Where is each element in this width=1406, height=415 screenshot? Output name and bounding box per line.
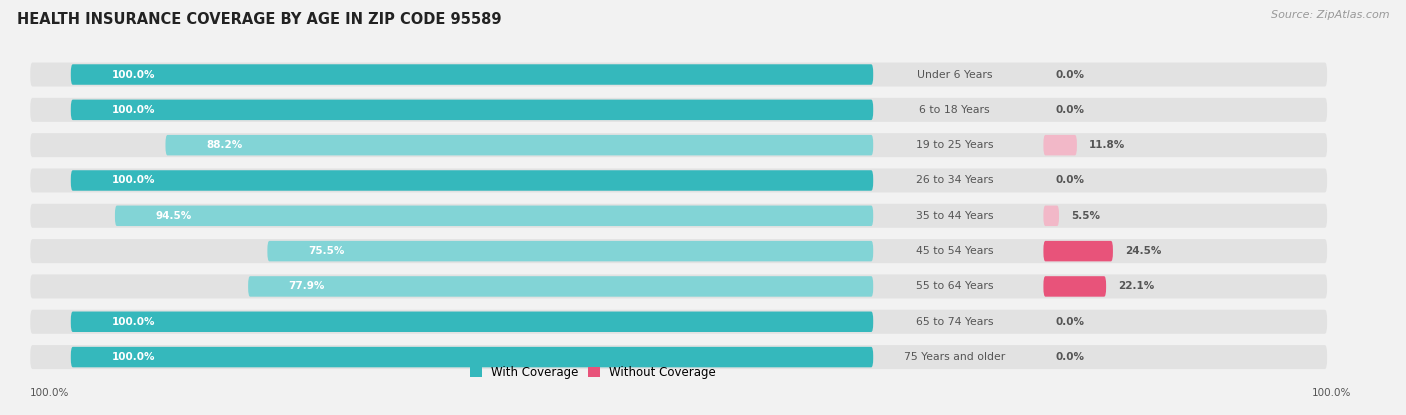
Text: 75 Years and older: 75 Years and older [904, 352, 1005, 362]
FancyBboxPatch shape [31, 204, 1327, 228]
FancyBboxPatch shape [31, 98, 1327, 122]
Text: 94.5%: 94.5% [156, 211, 191, 221]
Legend: With Coverage, Without Coverage: With Coverage, Without Coverage [470, 366, 716, 379]
FancyBboxPatch shape [70, 170, 873, 191]
Text: 0.0%: 0.0% [1056, 176, 1084, 186]
FancyBboxPatch shape [31, 63, 1327, 87]
Text: 19 to 25 Years: 19 to 25 Years [915, 140, 993, 150]
Text: 11.8%: 11.8% [1090, 140, 1125, 150]
FancyBboxPatch shape [31, 345, 1327, 369]
FancyBboxPatch shape [70, 64, 873, 85]
Text: 100.0%: 100.0% [111, 70, 155, 80]
FancyBboxPatch shape [115, 205, 873, 226]
FancyBboxPatch shape [31, 239, 1327, 263]
Text: 65 to 74 Years: 65 to 74 Years [915, 317, 993, 327]
Text: 35 to 44 Years: 35 to 44 Years [915, 211, 993, 221]
Text: 100.0%: 100.0% [111, 317, 155, 327]
FancyBboxPatch shape [247, 276, 873, 297]
FancyBboxPatch shape [70, 347, 873, 367]
Text: 0.0%: 0.0% [1056, 317, 1084, 327]
Text: 88.2%: 88.2% [207, 140, 242, 150]
Text: 6 to 18 Years: 6 to 18 Years [920, 105, 990, 115]
Text: 100.0%: 100.0% [31, 388, 70, 398]
Text: 26 to 34 Years: 26 to 34 Years [915, 176, 993, 186]
Text: 77.9%: 77.9% [288, 281, 325, 291]
FancyBboxPatch shape [1043, 135, 1077, 155]
Text: 100.0%: 100.0% [111, 352, 155, 362]
FancyBboxPatch shape [267, 241, 873, 261]
Text: 100.0%: 100.0% [1312, 388, 1351, 398]
Text: 100.0%: 100.0% [111, 176, 155, 186]
FancyBboxPatch shape [1043, 205, 1059, 226]
Text: HEALTH INSURANCE COVERAGE BY AGE IN ZIP CODE 95589: HEALTH INSURANCE COVERAGE BY AGE IN ZIP … [17, 12, 502, 27]
Text: 100.0%: 100.0% [111, 105, 155, 115]
FancyBboxPatch shape [70, 100, 873, 120]
FancyBboxPatch shape [166, 135, 873, 155]
Text: 0.0%: 0.0% [1056, 352, 1084, 362]
FancyBboxPatch shape [31, 274, 1327, 298]
Text: 0.0%: 0.0% [1056, 105, 1084, 115]
Text: Source: ZipAtlas.com: Source: ZipAtlas.com [1271, 10, 1389, 20]
FancyBboxPatch shape [1043, 241, 1114, 261]
Text: 0.0%: 0.0% [1056, 70, 1084, 80]
FancyBboxPatch shape [1043, 276, 1107, 297]
FancyBboxPatch shape [31, 310, 1327, 334]
FancyBboxPatch shape [31, 168, 1327, 193]
Text: 75.5%: 75.5% [308, 246, 344, 256]
Text: Under 6 Years: Under 6 Years [917, 70, 993, 80]
Text: 55 to 64 Years: 55 to 64 Years [915, 281, 993, 291]
Text: 24.5%: 24.5% [1125, 246, 1161, 256]
Text: 5.5%: 5.5% [1071, 211, 1099, 221]
Text: 45 to 54 Years: 45 to 54 Years [915, 246, 993, 256]
Text: 22.1%: 22.1% [1118, 281, 1154, 291]
FancyBboxPatch shape [31, 133, 1327, 157]
FancyBboxPatch shape [70, 312, 873, 332]
